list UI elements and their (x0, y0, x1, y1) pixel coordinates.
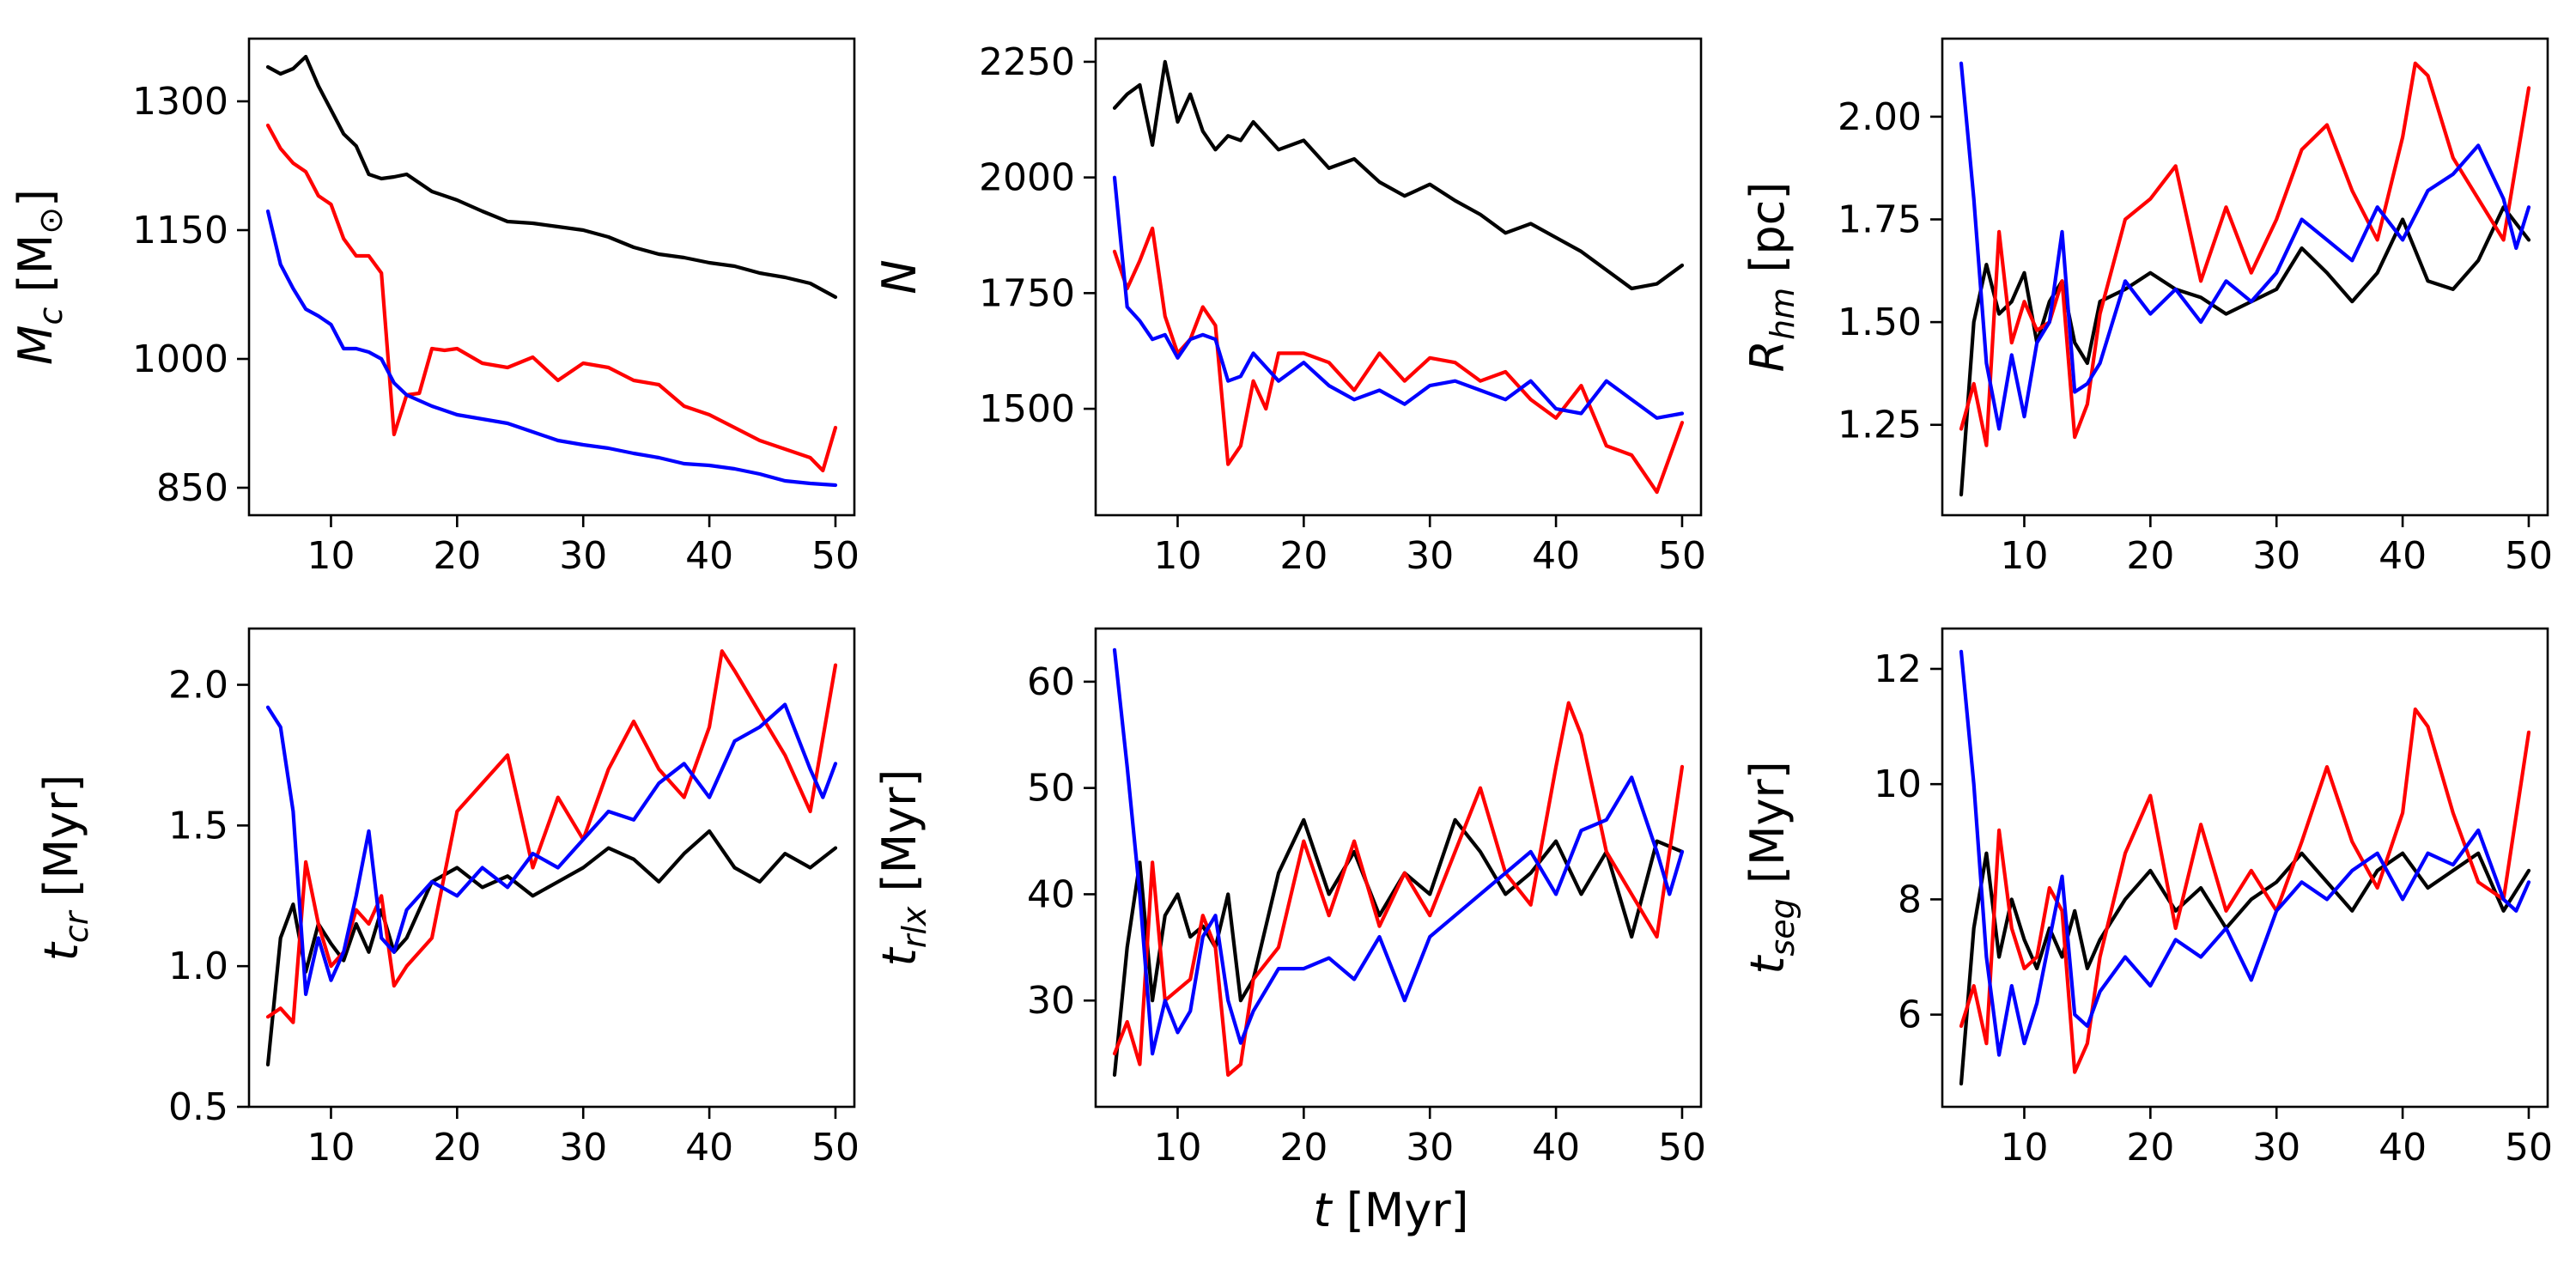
x-tick-label: 10 (1153, 534, 1201, 578)
panel-mass: 10 20 30 40 50 850 1000 1150 1300 Mc [M⊙] (9, 37, 860, 578)
series-blue-line (265, 702, 838, 997)
y-tick-label: 2.00 (1838, 95, 1922, 139)
y-axis-label: N (872, 259, 927, 294)
x-tick-label: 20 (2126, 1126, 2174, 1170)
series-red-line (1112, 226, 1685, 495)
y-tick-label: 1750 (979, 271, 1075, 315)
series-red-line (1112, 701, 1685, 1078)
y-tick-label: 8 (1898, 878, 1922, 921)
y-tick-label: 1.75 (1838, 198, 1922, 242)
x-axis-label: t [Myr] (1313, 1183, 1468, 1237)
y-tick-label: 2.0 (168, 664, 228, 708)
y-tick-label: 6 (1898, 993, 1922, 1037)
y-axis-label: tcr [Myr] (34, 775, 95, 962)
y-tick-label: 12 (1874, 647, 1922, 691)
axes-frame (1941, 627, 2549, 1109)
x-tick-label: 50 (2505, 534, 2553, 578)
y-tick-label: 60 (1027, 660, 1075, 704)
y-tick-label: 850 (156, 466, 228, 510)
x-tick-label: 50 (811, 534, 860, 578)
y-tick-label: 1.25 (1838, 404, 1922, 447)
x-tick-label: 30 (559, 1126, 607, 1170)
x-tick-label: 40 (2379, 534, 2427, 578)
x-tick-label: 20 (433, 1126, 481, 1170)
axes-frame (1094, 37, 1703, 517)
x-tick-label: 30 (559, 534, 607, 578)
y-tick-label: 1.0 (168, 945, 228, 988)
x-tick-label: 30 (1406, 1126, 1454, 1170)
x-tick-label: 50 (811, 1126, 860, 1170)
y-axis-label: tseg [Myr] (1741, 761, 1801, 975)
y-axis-label: Rhm [pc] (1741, 182, 1801, 373)
series-red-line (265, 123, 838, 473)
series-black-line (265, 54, 838, 300)
x-tick-label: 40 (1532, 534, 1580, 578)
series-blue-line (265, 209, 838, 488)
y-tick-label: 1.5 (168, 804, 228, 848)
y-tick-label: 50 (1027, 767, 1075, 811)
series-black-line (265, 829, 838, 1067)
x-tick-label: 50 (1658, 534, 1706, 578)
x-tick-label: 10 (2000, 534, 2048, 578)
series-black-line (1959, 205, 2531, 497)
y-tick-label: 1500 (979, 387, 1075, 431)
y-tick-label: 1300 (132, 80, 228, 124)
y-tick-label: 1.50 (1838, 301, 1922, 344)
panel-segregation-time: 10 20 30 40 50 6 8 10 12 tseg [Myr] (1741, 627, 2553, 1170)
y-tick-label: 10 (1874, 762, 1922, 806)
series-blue-line (1959, 649, 2531, 1057)
y-tick-label: 2000 (979, 156, 1075, 200)
x-tick-label: 10 (307, 1126, 355, 1170)
y-tick-label: 1000 (132, 337, 228, 381)
x-tick-label: 40 (1532, 1126, 1580, 1170)
series-red-line (265, 649, 838, 1024)
x-tick-label: 20 (1279, 534, 1327, 578)
y-tick-label: 1150 (132, 209, 228, 252)
panel-relaxation-time: 10 20 30 40 50 30 40 50 60 trlx [Myr] (872, 627, 1706, 1170)
x-tick-label: 30 (2252, 534, 2300, 578)
series-black-line (1959, 851, 2531, 1086)
x-tick-label: 30 (2252, 1126, 2300, 1170)
panel-number: 10 20 30 40 50 1500 1750 2000 2250 N (872, 37, 1706, 578)
x-tick-label: 30 (1406, 534, 1454, 578)
y-axis-label: Mc [M⊙] (9, 189, 70, 365)
axes-frame (1094, 627, 1703, 1109)
axes-frame (247, 627, 856, 1109)
panel-crossing-time: 10 20 30 40 50 0.5 1.0 1.5 2.0 tcr [Myr] (34, 627, 860, 1170)
x-tick-label: 10 (2000, 1126, 2048, 1170)
x-tick-label: 50 (1658, 1126, 1706, 1170)
series-blue-line (1112, 175, 1685, 420)
series-black-line (1112, 59, 1685, 291)
y-tick-label: 2250 (979, 40, 1075, 84)
x-tick-label: 50 (2505, 1126, 2553, 1170)
x-tick-label: 20 (433, 534, 481, 578)
axes-frame (247, 37, 856, 517)
series-blue-line (1112, 647, 1685, 1056)
x-tick-label: 20 (1279, 1126, 1327, 1170)
axes-frame (1941, 37, 2549, 517)
series-blue-line (1959, 61, 2531, 431)
y-tick-label: 30 (1027, 979, 1075, 1023)
x-tick-label: 40 (685, 534, 733, 578)
panel-half-mass-radius: 10 20 30 40 50 1.25 1.50 1.75 2.00 Rhm [pc] (1741, 37, 2553, 578)
x-tick-label: 40 (685, 1126, 733, 1170)
series-red-line (1959, 707, 2531, 1074)
x-tick-label: 10 (307, 534, 355, 578)
x-tick-label: 10 (1153, 1126, 1201, 1170)
x-tick-label: 40 (2379, 1126, 2427, 1170)
x-tick-label: 20 (2126, 534, 2174, 578)
series-red-line (1959, 61, 2531, 447)
y-tick-label: 0.5 (168, 1085, 228, 1129)
series-black-line (1112, 817, 1685, 1078)
y-axis-label: trlx [Myr] (872, 769, 933, 967)
y-tick-label: 40 (1027, 872, 1075, 916)
